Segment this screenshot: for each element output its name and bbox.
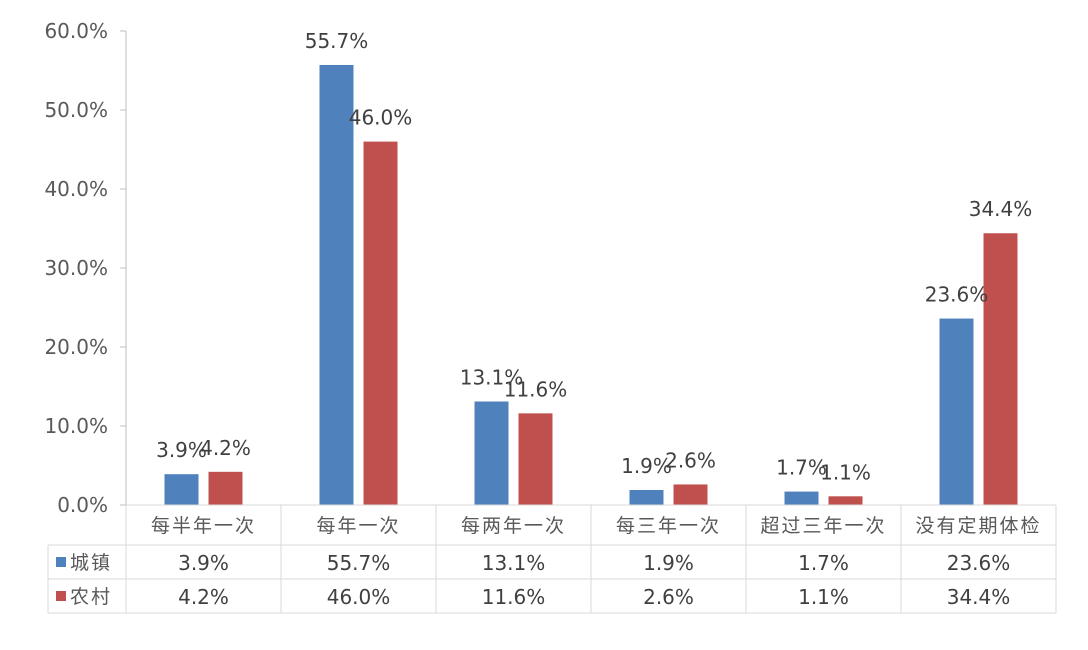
category-label: 每年一次 (316, 515, 400, 537)
y-tick-label: 30.0% (44, 256, 108, 280)
bar (363, 141, 398, 505)
y-tick-label: 0.0% (57, 493, 108, 517)
bar (828, 496, 863, 505)
table-cell: 2.6% (643, 585, 694, 609)
table-cell: 46.0% (327, 585, 391, 609)
table-cell: 11.6% (482, 585, 546, 609)
table-cell: 1.1% (798, 585, 849, 609)
table-cell: 34.4% (947, 585, 1011, 609)
data-label: 3.9% (156, 438, 207, 462)
bar (319, 64, 354, 505)
y-tick-label: 60.0% (44, 19, 108, 43)
data-label: 13.1% (460, 366, 524, 390)
bar (673, 484, 708, 505)
category-label: 每三年一次 (616, 515, 721, 537)
bar (784, 491, 819, 505)
table-cell: 4.2% (178, 585, 229, 609)
data-label: 2.6% (665, 448, 716, 472)
data-label: 55.7% (305, 29, 369, 53)
table-cell: 23.6% (947, 551, 1011, 575)
category-label: 每半年一次 (151, 515, 256, 537)
data-label: 1.7% (776, 456, 827, 480)
legend-key (56, 591, 66, 601)
legend-label: 城镇 (70, 552, 112, 574)
table-cell: 13.1% (482, 551, 546, 575)
bar (983, 233, 1018, 506)
bar (164, 474, 199, 505)
category-label: 每两年一次 (461, 515, 566, 537)
data-label: 11.6% (504, 377, 568, 401)
y-tick-label: 10.0% (44, 414, 108, 438)
bar (474, 401, 509, 505)
bar (629, 489, 664, 505)
table-cell: 3.9% (178, 551, 229, 575)
data-label: 46.0% (349, 106, 413, 130)
category-label: 超过三年一次 (760, 515, 886, 537)
y-tick-label: 20.0% (44, 335, 108, 359)
bar (939, 318, 974, 505)
data-label: 1.9% (621, 454, 672, 478)
data-label: 34.4% (969, 197, 1033, 221)
bars (164, 64, 1018, 506)
data-label: 23.6% (925, 283, 989, 307)
data-label: 4.2% (200, 436, 251, 460)
bar (518, 413, 553, 505)
y-axis: 0.0% 10.0% 20.0% 30.0% 40.0% 50.0% 60.0% (44, 19, 127, 517)
legend-label: 农村 (70, 586, 112, 608)
y-tick-label: 40.0% (44, 177, 108, 201)
data-labels: 3.9% 55.7% 13.1% 1.9% 1.7% 23.6% 4.2% 46.0% 11.6… (156, 29, 1032, 484)
table-cell: 55.7% (327, 551, 391, 575)
y-tick-label: 50.0% (44, 98, 108, 122)
category-label: 没有定期体检 (915, 515, 1041, 537)
legend-key (56, 557, 66, 567)
bar (208, 471, 243, 505)
table-cell: 1.9% (643, 551, 694, 575)
data-label: 1.1% (820, 460, 871, 484)
table-cell: 1.7% (798, 551, 849, 575)
